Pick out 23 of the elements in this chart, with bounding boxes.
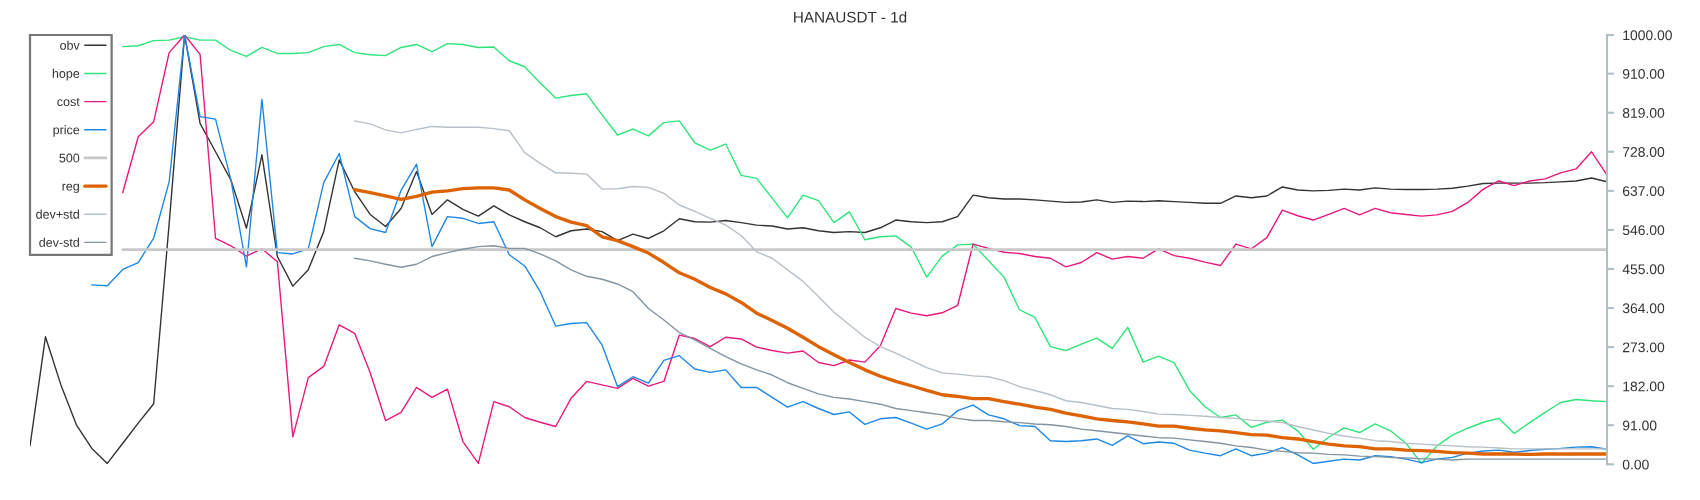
y-tick-label: 455.00 [1622,264,1665,275]
y-tick-label: 0.00 [1622,459,1649,470]
legend-label: hope [52,68,80,81]
chart-title: HANAUSDT - 1d [794,11,907,23]
y-tick-label: 273.00 [1622,342,1665,353]
legend-label: dev-std [39,237,79,247]
legend-label: dev+std [36,209,79,219]
y-tick-label: 728.00 [1622,147,1665,157]
legend-label: price [53,125,80,137]
y-tick-label: 91.00 [1622,420,1657,431]
line-series [353,186,1607,457]
legend-label: 500 [59,153,80,163]
legend-label: cost [57,97,80,107]
legend-label: reg [62,183,79,194]
line-series [353,245,1607,461]
y-tick-label: 637.00 [1622,186,1665,197]
y-tick-label: 364.00 [1622,303,1665,314]
y-tick-label: 819.00 [1622,108,1665,118]
y-tick-label: 1000.00 [1623,30,1672,41]
y-tick-label: 910.00 [1622,68,1665,79]
y-tick-label: 546.00 [1622,225,1665,236]
legend-label: obv [60,40,80,50]
y-tick-label: 182.00 [1623,381,1665,392]
